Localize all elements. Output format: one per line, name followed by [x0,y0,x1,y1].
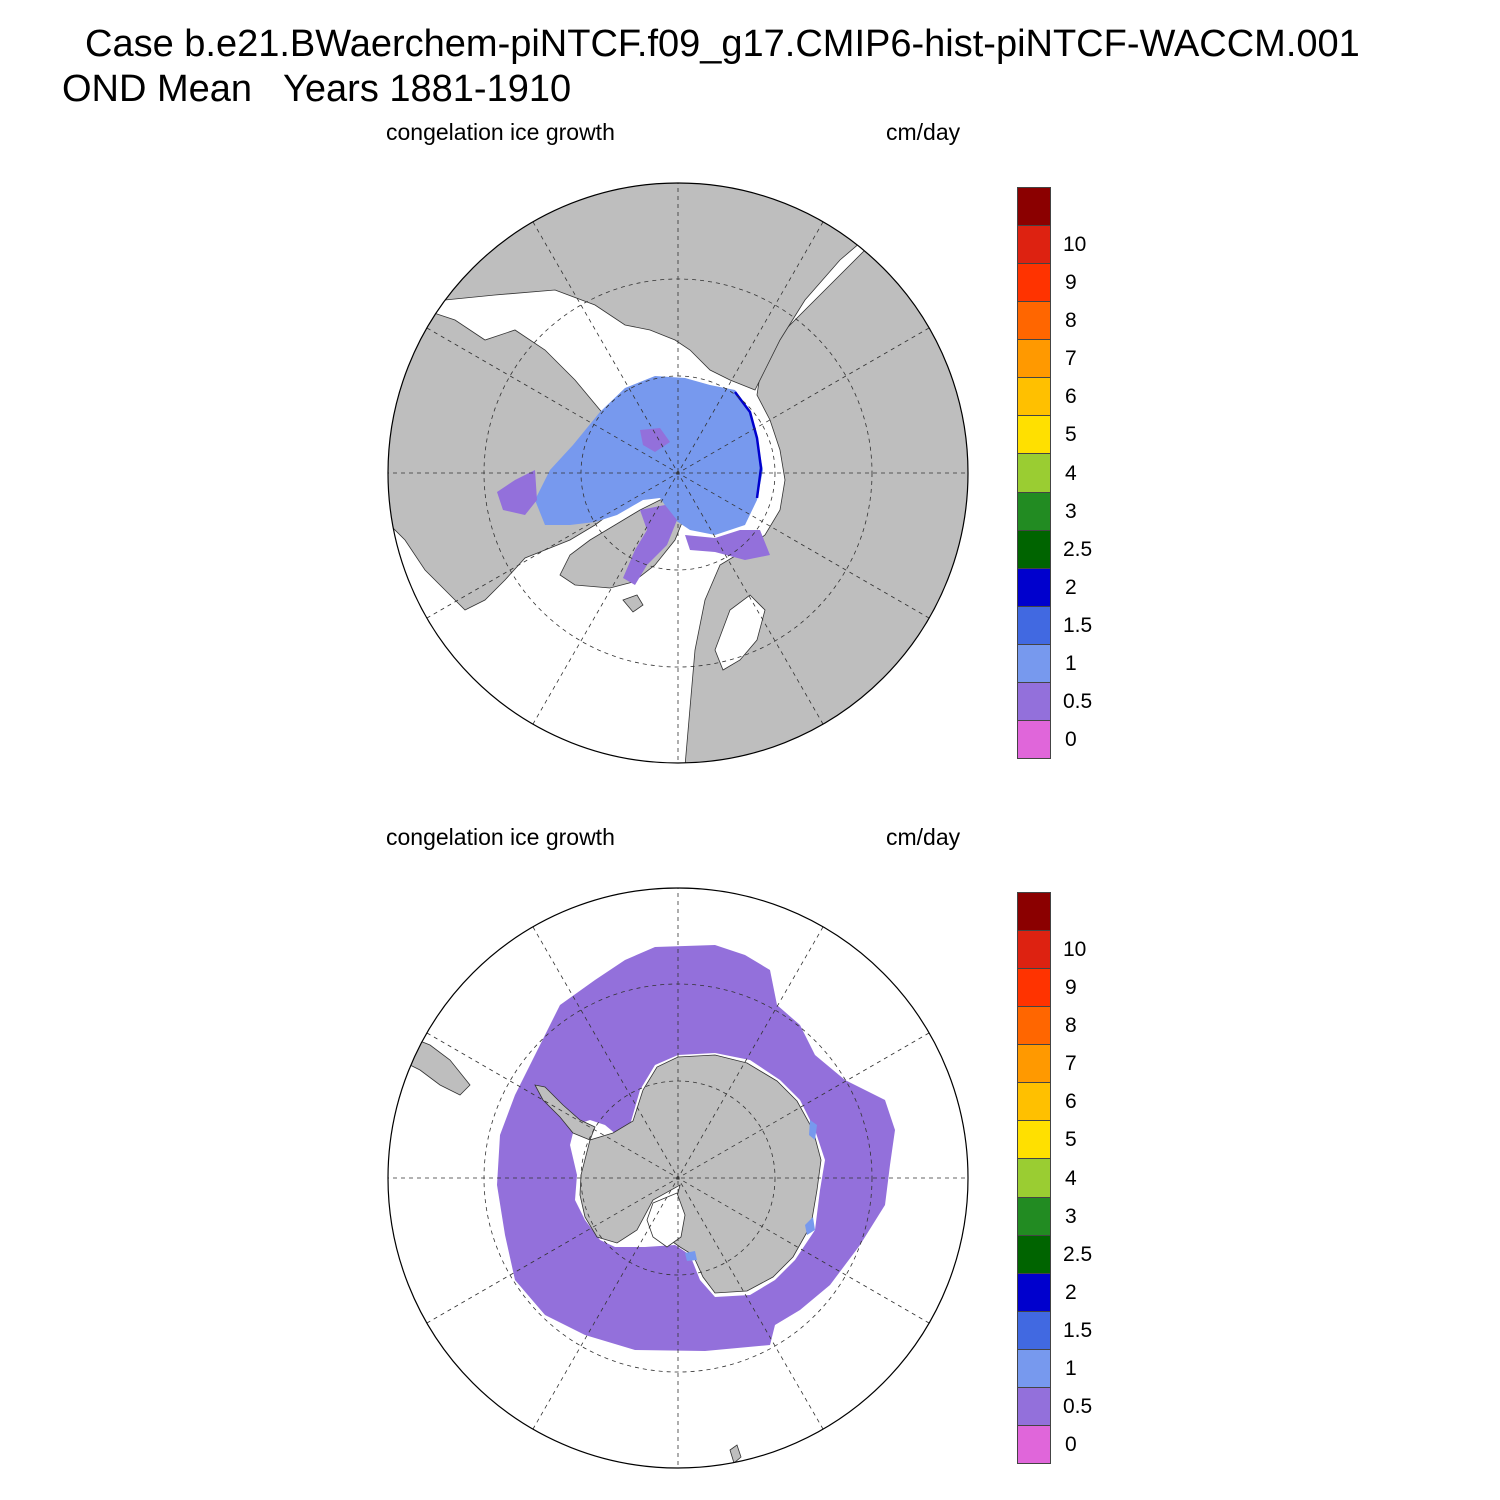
colorbar: 0 0.5 1 1.5 2 2.5 3 4 5 6 7 8 9 10 [1017,892,1053,1463]
colorbar-tick-label: 4 [1065,1168,1077,1189]
north-polar-map [385,180,971,766]
colorbar-box [1017,568,1051,607]
colorbar-tick-label: 10 [1063,939,1086,960]
colorbar-box [1017,225,1051,264]
colorbar-tick-label: 1.5 [1063,615,1092,636]
colorbar-box [1017,1082,1051,1121]
colorbar-box [1017,968,1051,1007]
colorbar-box [1017,301,1051,340]
colorbar-tick-label: 2 [1065,577,1077,598]
colorbar-box [1017,1311,1051,1350]
colorbar-tick-label: 6 [1065,1091,1077,1112]
colorbar-box [1017,339,1051,378]
colorbar-box [1017,1387,1051,1426]
field-label: congelation ice growth [386,826,615,849]
colorbar-box [1017,1273,1051,1312]
colorbar-tick-label: 3 [1065,1206,1077,1227]
colorbar-tick-label: 9 [1065,977,1077,998]
colorbar-tick-label: 1 [1065,1358,1077,1379]
units-label: cm/day [886,121,960,144]
colorbar-box [1017,1425,1051,1464]
colorbar-box [1017,492,1051,531]
colorbar-tick-label: 4 [1065,463,1077,484]
colorbar-tick-label: 8 [1065,1015,1077,1036]
colorbar-tick-label: 1 [1065,653,1077,674]
colorbar-tick-label: 0 [1065,1434,1077,1455]
colorbar-tick-label: 3 [1065,501,1077,522]
colorbar-tick-label: 7 [1065,348,1077,369]
colorbar-box [1017,1158,1051,1197]
colorbar-tick-label: 2.5 [1063,539,1092,560]
colorbar-box [1017,530,1051,569]
field-label: congelation ice growth [386,121,615,144]
units-label: cm/day [886,826,960,849]
colorbar-box [1017,453,1051,492]
colorbar-box [1017,892,1051,931]
colorbar-box [1017,1044,1051,1083]
colorbar-tick-label: 0.5 [1063,1396,1092,1417]
colorbar-box [1017,644,1051,683]
colorbar-box [1017,377,1051,416]
colorbar-tick-label: 6 [1065,386,1077,407]
panel-south: congelation ice growth cm/day [0,705,1500,1410]
colorbar-box [1017,263,1051,302]
south-polar-map [385,885,971,1471]
colorbar-tick-label: 9 [1065,272,1077,293]
colorbar-tick-label: 5 [1065,1129,1077,1150]
colorbar-box [1017,415,1051,454]
colorbar-tick-label: 8 [1065,310,1077,331]
colorbar-tick-label: 7 [1065,1053,1077,1074]
colorbar-tick-label: 1.5 [1063,1320,1092,1341]
colorbar-box [1017,1120,1051,1159]
colorbar: 0 0.5 1 1.5 2 2.5 3 4 5 6 7 8 9 10 [1017,187,1053,758]
colorbar-tick-label: 5 [1065,424,1077,445]
colorbar-tick-label: 2 [1065,1282,1077,1303]
colorbar-box [1017,187,1051,226]
colorbar-box [1017,606,1051,645]
colorbar-box [1017,1235,1051,1274]
colorbar-box [1017,1197,1051,1236]
colorbar-tick-label: 10 [1063,234,1086,255]
colorbar-box [1017,1006,1051,1045]
colorbar-box [1017,1349,1051,1388]
colorbar-box [1017,930,1051,969]
colorbar-tick-label: 2.5 [1063,1244,1092,1265]
panel-north: congelation ice growth cm/day [0,0,1500,705]
